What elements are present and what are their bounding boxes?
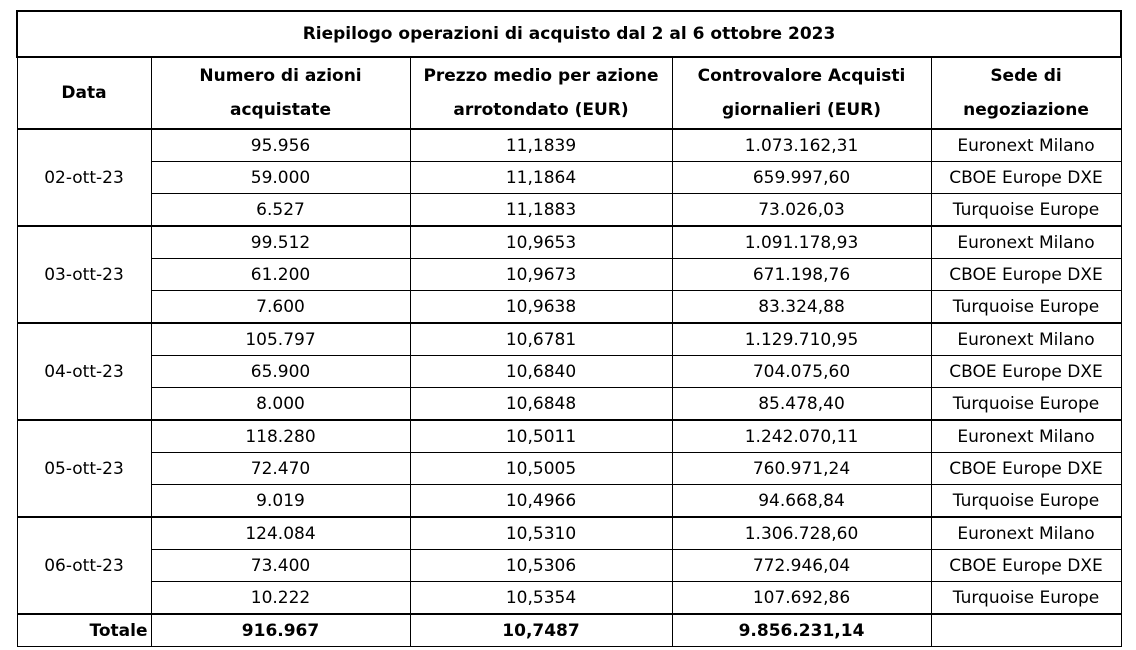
table-row: 03-ott-23 99.512 10,9653 1.091.178,93 Eurone… [16, 225, 1122, 324]
quantity-cell: 59.000 [150, 161, 411, 194]
total-row: Totale 916.967 10,7487 9.856.231,14 [16, 613, 1122, 647]
table-row: 05-ott-23 118.280 10,5011 1.242.070,11 Euron… [16, 419, 1122, 518]
table-row: 73.400 10,5306 772.946,04 CBOE Europe DXE [17, 549, 1122, 582]
venue-cell: Euronext Milano [930, 225, 1122, 259]
price-cell: 10,9638 [409, 290, 673, 324]
venue-cell: CBOE Europe DXE [930, 355, 1122, 388]
price-cell: 10,5011 [409, 419, 673, 453]
price-cell: 10,5354 [409, 581, 673, 615]
header-quantity: Numero di azioni acquistate [150, 56, 411, 130]
purchase-summary-table: Riepilogo operazioni di acquisto dal 2 a… [15, 10, 1123, 647]
venue-cell: Turquoise Europe [930, 484, 1122, 518]
quantity-cell: 10.222 [150, 581, 411, 615]
price-cell: 10,4966 [409, 484, 673, 518]
date-cell: 02-ott-23 [16, 128, 152, 227]
total-quantity: 916.967 [150, 613, 411, 647]
venue-cell: Euronext Milano [930, 322, 1122, 356]
price-cell: 10,6840 [409, 355, 673, 388]
header-date: Data [16, 56, 152, 130]
header-price: Prezzo medio per azione arrotondato (EUR… [409, 56, 673, 130]
price-cell: 11,1839 [409, 128, 673, 162]
quantity-cell: 105.797 [150, 322, 411, 356]
table-row: 6.527 11,1883 73.026,03 Turquoise Europe [17, 193, 1122, 227]
quantity-cell: 99.512 [150, 225, 411, 259]
venue-cell: Turquoise Europe [930, 581, 1122, 615]
value-cell: 83.324,88 [671, 290, 932, 324]
quantity-cell: 124.084 [150, 516, 411, 550]
venue-cell: Euronext Milano [930, 419, 1122, 453]
venue-cell: CBOE Europe DXE [930, 161, 1122, 194]
value-cell: 1.073.162,31 [671, 128, 932, 162]
venue-cell: CBOE Europe DXE [930, 258, 1122, 291]
value-cell: 94.668,84 [671, 484, 932, 518]
table-row: 04-ott-23 105.797 10,6781 1.129.710,95 Euron… [16, 322, 1122, 421]
quantity-cell: 72.470 [150, 452, 411, 485]
price-cell: 10,6848 [409, 387, 673, 421]
table-row: 8.000 10,6848 85.478,40 Turquoise Europe [17, 387, 1122, 421]
table-row: 61.200 10,9673 671.198,76 CBOE Europe DXE [17, 258, 1122, 291]
price-cell: 10,5310 [409, 516, 673, 550]
value-cell: 73.026,03 [671, 193, 932, 227]
venue-cell: Turquoise Europe [930, 387, 1122, 421]
value-cell: 1.242.070,11 [671, 419, 932, 453]
table-row: 9.019 10,4966 94.668,84 Turquoise Europe [17, 484, 1122, 518]
quantity-cell: 9.019 [150, 484, 411, 518]
quantity-cell: 65.900 [150, 355, 411, 388]
venue-cell: CBOE Europe DXE [930, 549, 1122, 582]
table-title: Riepilogo operazioni di acquisto dal 2 a… [15, 10, 1123, 58]
venue-cell: Turquoise Europe [930, 193, 1122, 227]
value-cell: 1.091.178,93 [671, 225, 932, 259]
table-row: 65.900 10,6840 704.075,60 CBOE Europe DXE [17, 355, 1122, 388]
value-cell: 671.198,76 [671, 258, 932, 291]
price-cell: 10,9653 [409, 225, 673, 259]
date-cell: 03-ott-23 [16, 225, 152, 324]
date-cell: 06-ott-23 [16, 516, 152, 615]
price-cell: 11,1883 [409, 193, 673, 227]
total-venue [930, 613, 1122, 647]
venue-cell: Euronext Milano [930, 516, 1122, 550]
value-cell: 1.306.728,60 [671, 516, 932, 550]
header-value: Controvalore Acquisti giornalieri (EUR) [671, 56, 932, 130]
value-cell: 760.971,24 [671, 452, 932, 485]
table-row: 72.470 10,5005 760.971,24 CBOE Europe DXE [17, 452, 1122, 485]
quantity-cell: 73.400 [150, 549, 411, 582]
date-cell: 04-ott-23 [16, 322, 152, 421]
quantity-cell: 118.280 [150, 419, 411, 453]
price-cell: 11,1864 [409, 161, 673, 194]
price-cell: 10,6781 [409, 322, 673, 356]
quantity-cell: 8.000 [150, 387, 411, 421]
table-row: 06-ott-23 124.084 10,5310 1.306.728,60 Euron… [16, 516, 1122, 615]
quantity-cell: 6.527 [150, 193, 411, 227]
total-value: 9.856.231,14 [671, 613, 932, 647]
date-cell: 05-ott-23 [16, 419, 152, 518]
table-row: 10.222 10,5354 107.692,86 Turquoise Europe [17, 581, 1122, 615]
venue-cell: CBOE Europe DXE [930, 452, 1122, 485]
header-venue: Sede di negoziazione [930, 56, 1122, 130]
total-price: 10,7487 [409, 613, 673, 647]
table-row: 59.000 11,1864 659.997,60 CBOE Europe DXE [17, 161, 1122, 194]
price-cell: 10,5005 [409, 452, 673, 485]
value-cell: 772.946,04 [671, 549, 932, 582]
quantity-cell: 7.600 [150, 290, 411, 324]
venue-cell: Euronext Milano [930, 128, 1122, 162]
table-body: 02-ott-23 95.956 11,1839 1.073.162,31 Eurone… [16, 128, 1122, 615]
table-row: 7.600 10,9638 83.324,88 Turquoise Europe [17, 290, 1122, 324]
venue-cell: Turquoise Europe [930, 290, 1122, 324]
table-row: 02-ott-23 95.956 11,1839 1.073.162,31 Eurone… [16, 128, 1122, 227]
total-label: Totale [16, 613, 152, 647]
price-cell: 10,9673 [409, 258, 673, 291]
value-cell: 659.997,60 [671, 161, 932, 194]
quantity-cell: 61.200 [150, 258, 411, 291]
quantity-cell: 95.956 [150, 128, 411, 162]
value-cell: 704.075,60 [671, 355, 932, 388]
value-cell: 107.692,86 [671, 581, 932, 615]
value-cell: 1.129.710,95 [671, 322, 932, 356]
value-cell: 85.478,40 [671, 387, 932, 421]
price-cell: 10,5306 [409, 549, 673, 582]
